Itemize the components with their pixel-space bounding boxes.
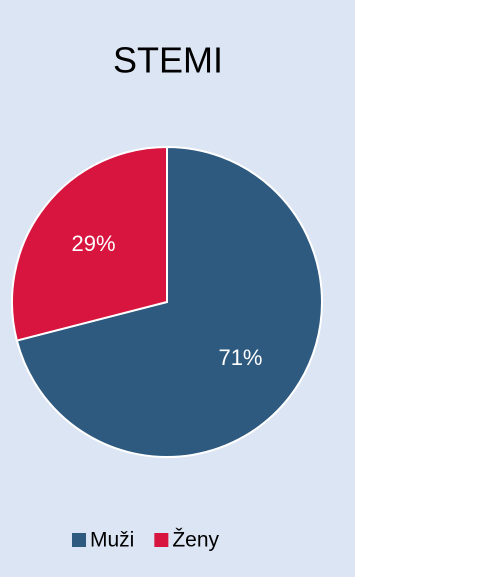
pie-slice [11, 145, 168, 342]
legend-swatch [154, 533, 169, 547]
legend-label: Muži [90, 529, 134, 552]
pie-slice [15, 145, 323, 458]
data-label: 71% [218, 345, 262, 370]
legend-label: Ženy [172, 529, 219, 552]
chart-title: STEMI [113, 40, 223, 81]
legend-swatch [72, 533, 86, 547]
data-label: 29% [71, 231, 115, 256]
